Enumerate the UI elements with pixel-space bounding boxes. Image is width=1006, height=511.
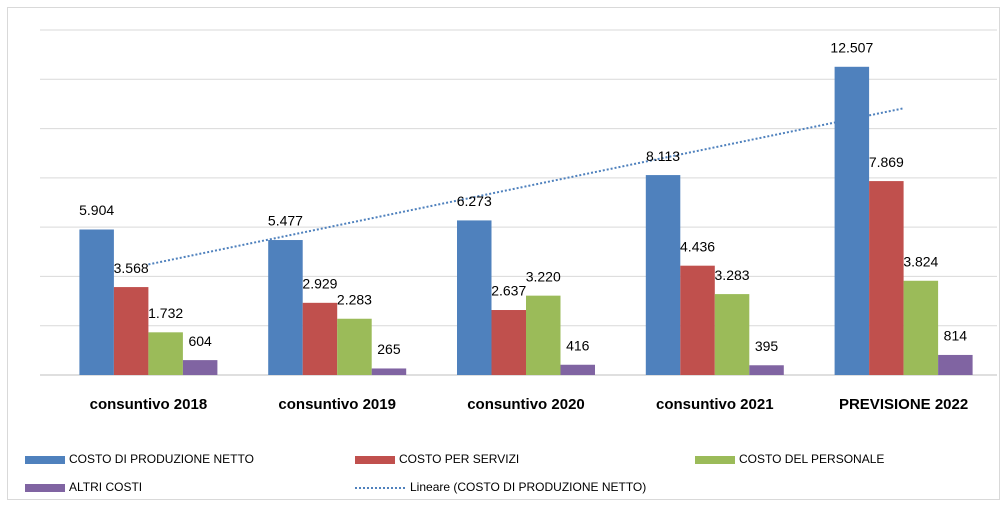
- bar: [834, 66, 870, 376]
- data-label: 416: [566, 337, 590, 353]
- data-label: 6.273: [457, 193, 492, 209]
- legend-label: COSTO PER SERVIZI: [399, 452, 519, 466]
- legend-swatch: [25, 456, 65, 464]
- data-label: 2.929: [302, 276, 337, 292]
- legend-swatch: [695, 456, 735, 464]
- trendline: [148, 107, 904, 266]
- x-tick-label: consuntivo 2021: [656, 396, 774, 413]
- bar: [645, 175, 681, 375]
- x-tick-label: consuntivo 2020: [467, 396, 585, 413]
- bar: [457, 220, 492, 375]
- bar: [337, 318, 372, 375]
- x-tick-label: consuntivo 2019: [278, 396, 396, 413]
- chart-border: [7, 7, 1000, 500]
- bar: [938, 354, 973, 375]
- bar: [268, 240, 303, 375]
- data-label: 1.732: [148, 305, 183, 321]
- data-label: 4.436: [680, 238, 715, 254]
- data-label: 5.477: [268, 213, 303, 229]
- x-tick-label: consuntivo 2018: [90, 396, 208, 413]
- data-label: 12.507: [830, 39, 873, 55]
- bar: [113, 287, 149, 375]
- bar: [560, 364, 595, 375]
- data-label: 8.113: [646, 148, 680, 164]
- data-label: 3.283: [715, 267, 750, 283]
- x-tick-label: PREVISIONE 2022: [839, 396, 968, 413]
- data-label: 3.568: [114, 260, 149, 276]
- bar: [526, 295, 561, 375]
- legend-label: COSTO DEL PERSONALE: [739, 452, 884, 466]
- data-label: 5.904: [79, 202, 114, 218]
- bar: [491, 310, 526, 375]
- bar: [148, 332, 183, 375]
- bar: [371, 368, 407, 375]
- legend-label: COSTO DI PRODUZIONE NETTO: [69, 452, 254, 466]
- data-label: 604: [188, 333, 212, 349]
- bar: [903, 280, 939, 375]
- data-label: 7.869: [869, 154, 904, 170]
- bar: [680, 265, 715, 375]
- data-label: 3.220: [526, 268, 561, 284]
- legend-label: Lineare (COSTO DI PRODUZIONE NETTO): [410, 480, 646, 494]
- bar: [302, 302, 338, 375]
- bar: [182, 360, 218, 375]
- data-label: 395: [755, 338, 779, 354]
- bar: [714, 294, 750, 375]
- bar: [749, 365, 784, 375]
- bar: [79, 229, 114, 375]
- legend-swatch: [25, 484, 65, 492]
- data-label: 2.637: [491, 283, 526, 299]
- bar: [869, 181, 904, 375]
- data-label: 814: [944, 328, 968, 344]
- data-label: 3.824: [903, 253, 938, 269]
- data-label: 265: [377, 341, 401, 357]
- legend-label: ALTRI COSTI: [69, 480, 142, 494]
- data-label: 2.283: [337, 291, 372, 307]
- legend-swatch: [355, 456, 395, 464]
